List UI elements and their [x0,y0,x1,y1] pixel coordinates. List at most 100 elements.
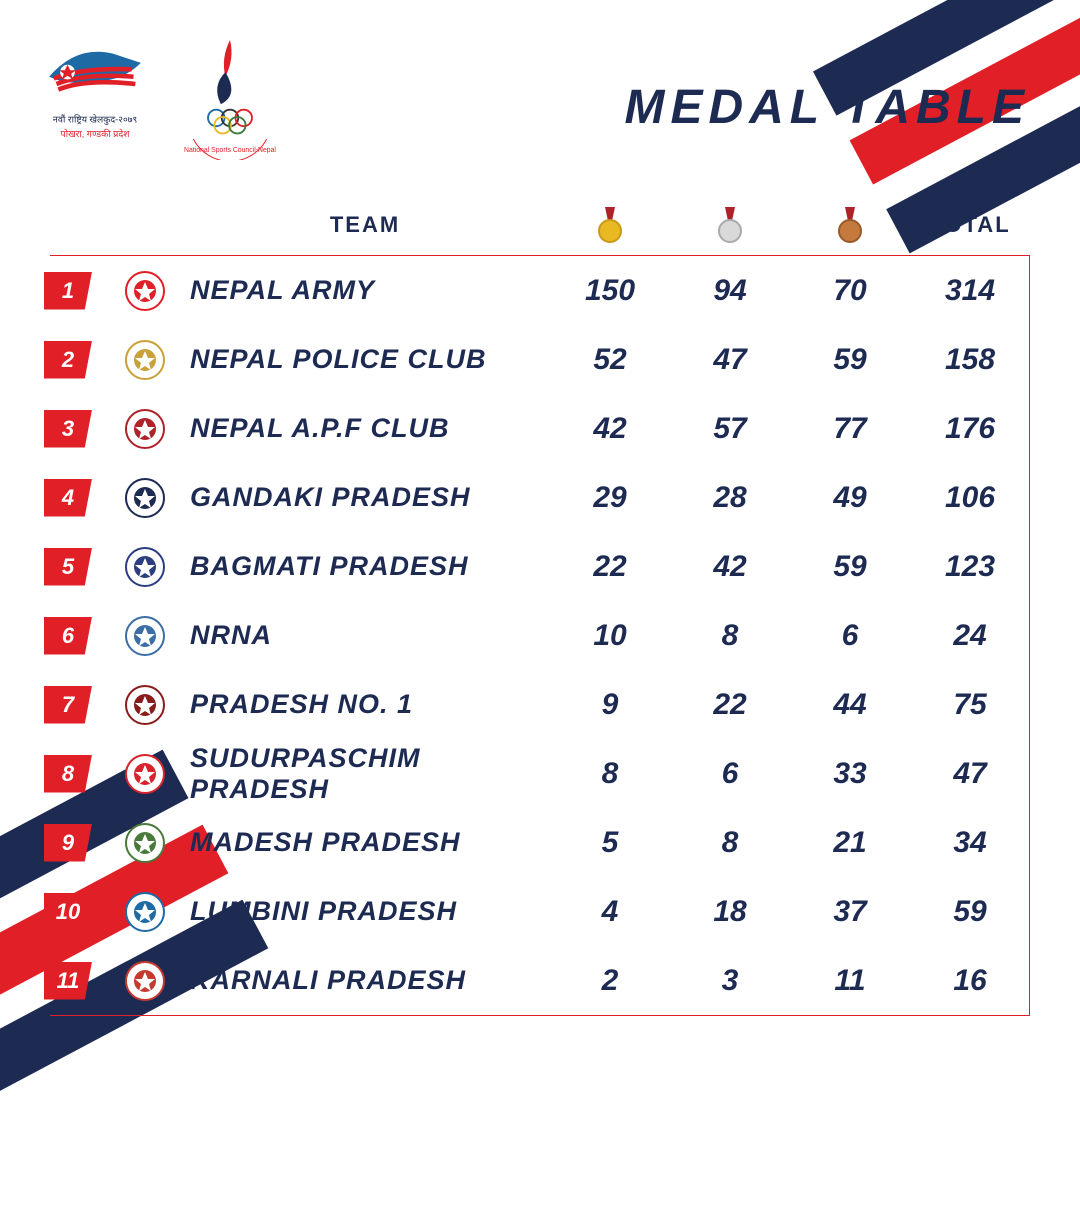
team-emblem-icon [121,957,169,1005]
team-name: NRNA [180,620,550,651]
gold-count: 8 [550,757,670,791]
silver-count: 18 [670,895,790,929]
svg-text:नवौं राष्ट्रिय खेलकुद-२०७९: नवौं राष्ट्रिय खेलकुद-२०७९ [53,114,137,126]
table-row: 4GANDAKI PRADESH292849106 [50,463,1029,532]
rank-badge: 3 [44,410,92,448]
bronze-count: 37 [790,895,910,929]
rank-badge: 9 [44,824,92,862]
bronze-count: 33 [790,757,910,791]
rank-badge: 2 [44,341,92,379]
table-row: 1NEPAL ARMY1509470314 [50,256,1029,325]
table-header: TEAM TOTAL [50,195,1030,255]
event-logo: नवौं राष्ट्रिय खेलकुद-२०७९ पोखरा, गण्डकी… [40,30,150,160]
team-emblem-icon [121,267,169,315]
col-total: TOTAL [910,212,1030,238]
total-count: 158 [910,343,1030,377]
silver-medal-icon [670,205,790,245]
team-emblem-icon [121,681,169,729]
bronze-count: 49 [790,481,910,515]
team-emblem-icon [121,336,169,384]
gold-count: 2 [550,964,670,998]
table-row: 10LUMBINI PRADESH4183759 [50,877,1029,946]
bronze-count: 21 [790,826,910,860]
table-row: 9MADESH PRADESH582134 [50,808,1029,877]
bronze-count: 59 [790,550,910,584]
rank-badge: 4 [44,479,92,517]
bronze-count: 70 [790,274,910,308]
team-name: MADESH PRADESH [180,827,550,858]
bronze-count: 6 [790,619,910,653]
bronze-count: 77 [790,412,910,446]
total-count: 106 [910,481,1030,515]
team-name: NEPAL A.P.F CLUB [180,413,550,444]
team-name: SUDURPASCHIM PRADESH [180,743,550,805]
gold-count: 150 [550,274,670,308]
team-name: GANDAKI PRADESH [180,482,550,513]
gold-count: 9 [550,688,670,722]
total-count: 16 [910,964,1030,998]
total-count: 47 [910,757,1030,791]
silver-count: 8 [670,619,790,653]
silver-count: 47 [670,343,790,377]
total-count: 314 [910,274,1030,308]
team-emblem-icon [121,405,169,453]
gold-count: 42 [550,412,670,446]
table-row: 3NEPAL A.P.F CLUB425777176 [50,394,1029,463]
silver-count: 3 [670,964,790,998]
gold-count: 5 [550,826,670,860]
bronze-medal-icon [790,205,910,245]
col-team: TEAM [180,212,550,238]
bronze-count: 59 [790,343,910,377]
medal-table: TEAM TOTAL 1NEPAL ARMY1509470314 2 NEPAL P… [50,195,1030,1016]
silver-count: 28 [670,481,790,515]
silver-count: 94 [670,274,790,308]
team-emblem-icon [121,612,169,660]
table-row: 6NRNA108624 [50,601,1029,670]
rank-badge: 7 [44,686,92,724]
team-emblem-icon [121,819,169,867]
total-count: 24 [910,619,1030,653]
table-row: 11KARNALI PRADESH231116 [50,946,1029,1015]
team-emblem-icon [121,888,169,936]
total-count: 59 [910,895,1030,929]
total-count: 34 [910,826,1030,860]
total-count: 75 [910,688,1030,722]
council-logo: National Sports Council-Nepal [175,30,285,160]
gold-medal-icon [550,205,670,245]
gold-count: 10 [550,619,670,653]
rank-badge: 5 [44,548,92,586]
table-row: 7PRADESH NO. 19224475 [50,670,1029,739]
team-emblem-icon [121,474,169,522]
table-row: 5BAGMATI PRADESH224259123 [50,532,1029,601]
team-emblem-icon [121,543,169,591]
rank-badge: 10 [44,893,92,931]
svg-text:National Sports Council-Nepal: National Sports Council-Nepal [184,147,276,154]
total-count: 123 [910,550,1030,584]
team-name: BAGMATI PRADESH [180,551,550,582]
rank-badge: 1 [44,272,92,310]
table-body: 1NEPAL ARMY15094703142NEPAL POLICE CLUB5… [50,255,1030,1016]
team-name: LUMBINI PRADESH [180,896,550,927]
team-emblem-icon [121,750,169,798]
silver-count: 6 [670,757,790,791]
team-name: PRADESH NO. 1 [180,689,550,720]
gold-count: 52 [550,343,670,377]
team-name: KARNALI PRADESH [180,965,550,996]
silver-count: 22 [670,688,790,722]
table-row: 8SUDURPASCHIM PRADESH863347 [50,739,1029,808]
gold-count: 4 [550,895,670,929]
medal-table-card: नवौं राष्ट्रिय खेलकुद-२०७९ पोखरा, गण्डकी… [0,0,1080,1080]
silver-count: 42 [670,550,790,584]
team-name: NEPAL POLICE CLUB [180,344,550,375]
gold-count: 29 [550,481,670,515]
header: नवौं राष्ट्रिय खेलकुद-२०७९ पोखरा, गण्डकी… [40,20,1040,180]
page-title: MEDAL TABLE [624,20,1040,135]
bronze-count: 44 [790,688,910,722]
logo-group: नवौं राष्ट्रिय खेलकुद-२०७९ पोखरा, गण्डकी… [40,20,285,160]
gold-count: 22 [550,550,670,584]
team-name: NEPAL ARMY [180,275,550,306]
silver-count: 8 [670,826,790,860]
total-count: 176 [910,412,1030,446]
silver-count: 57 [670,412,790,446]
rank-badge: 8 [44,755,92,793]
